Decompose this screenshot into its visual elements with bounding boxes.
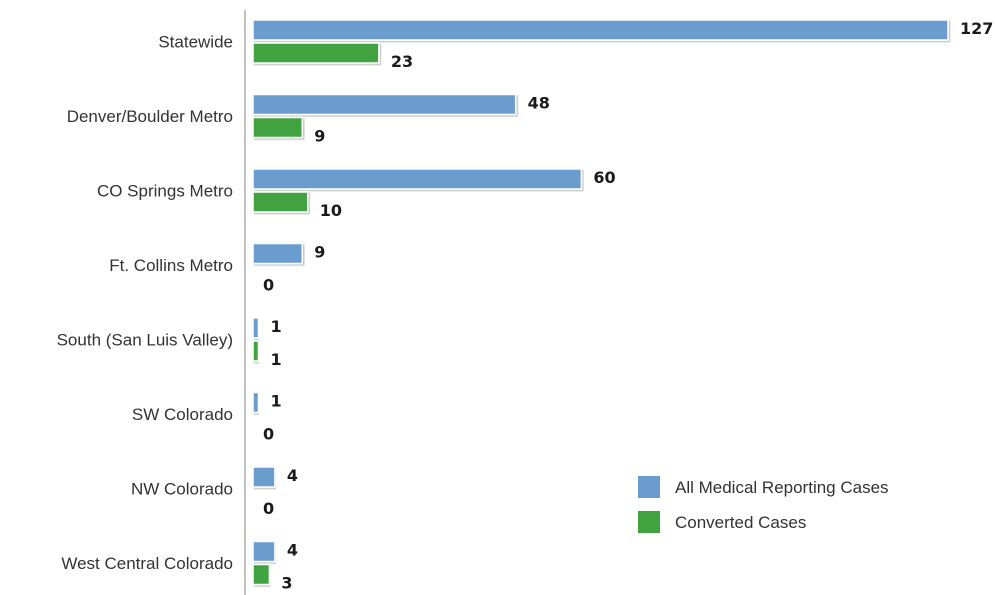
value-label-sw-colorado-series-1: 0 — [263, 425, 274, 444]
legend-swatch-converted-cases — [638, 511, 660, 533]
bar-statewide-series-0 — [252, 19, 949, 41]
value-label-statewide-series-1: 23 — [391, 52, 413, 71]
bar-statewide-series-1 — [252, 42, 380, 64]
bar-co-springs-metro-series-0 — [252, 168, 583, 190]
value-label-co-springs-metro-series-1: 10 — [320, 201, 342, 220]
bar-south-san-luis-valley-series-1 — [252, 340, 260, 362]
value-label-ft-collins-metro-series-1: 0 — [263, 276, 274, 295]
bars — [252, 19, 949, 586]
value-label-statewide-series-0: 127 — [960, 19, 993, 38]
bar-denver-boulder-metro-series-0 — [252, 93, 517, 116]
value-label-south-san-luis-valley-series-1: 1 — [270, 350, 281, 369]
value-label-denver-boulder-metro-series-1: 9 — [314, 127, 325, 146]
value-label-ft-collins-metro-series-0: 9 — [314, 243, 325, 262]
value-label-sw-colorado-series-0: 1 — [270, 392, 281, 411]
category-label-statewide: Statewide — [158, 33, 233, 52]
legend-label-converted-cases: Converted Cases — [675, 513, 806, 532]
value-label-nw-colorado-series-1: 0 — [263, 499, 274, 518]
value-label-nw-colorado-series-0: 4 — [287, 466, 298, 485]
value-label-west-central-colorado-series-1: 3 — [281, 574, 292, 593]
legend-swatch-all-medical-reporting-cases — [638, 476, 660, 498]
bar-sw-colorado-series-0 — [252, 391, 260, 414]
bar-south-san-luis-valley-series-0 — [252, 317, 260, 339]
bar-ft-collins-metro-series-0 — [252, 242, 304, 265]
category-label-denver-boulder-metro: Denver/Boulder Metro — [67, 107, 233, 126]
bar-denver-boulder-metro-series-1 — [252, 116, 304, 139]
legend: All Medical Reporting Cases Converted Cas… — [638, 476, 889, 533]
category-label-sw-colorado: SW Colorado — [132, 405, 233, 424]
value-label-west-central-colorado-series-0: 4 — [287, 541, 298, 560]
legend-label-all-medical-reporting-cases: All Medical Reporting Cases — [675, 478, 889, 497]
category-labels: Statewide Denver/Boulder Metro CO Springs … — [57, 33, 233, 574]
value-label-south-san-luis-valley-series-0: 1 — [270, 317, 281, 336]
bar-west-central-colorado-series-1 — [252, 563, 271, 586]
bar-west-central-colorado-series-0 — [252, 540, 276, 563]
value-label-co-springs-metro-series-0: 60 — [593, 168, 615, 187]
category-label-south-san-luis-valley: South (San Luis Valley) — [57, 331, 233, 350]
category-label-nw-colorado: NW Colorado — [131, 480, 233, 499]
bar-nw-colorado-series-0 — [252, 466, 276, 488]
value-label-denver-boulder-metro-series-0: 48 — [528, 94, 550, 113]
bar-co-springs-metro-series-1 — [252, 191, 309, 213]
category-label-co-springs-metro: CO Springs Metro — [97, 182, 233, 201]
category-label-west-central-colorado: West Central Colorado — [61, 554, 233, 573]
category-label-ft-collins-metro: Ft. Collins Metro — [109, 256, 233, 275]
